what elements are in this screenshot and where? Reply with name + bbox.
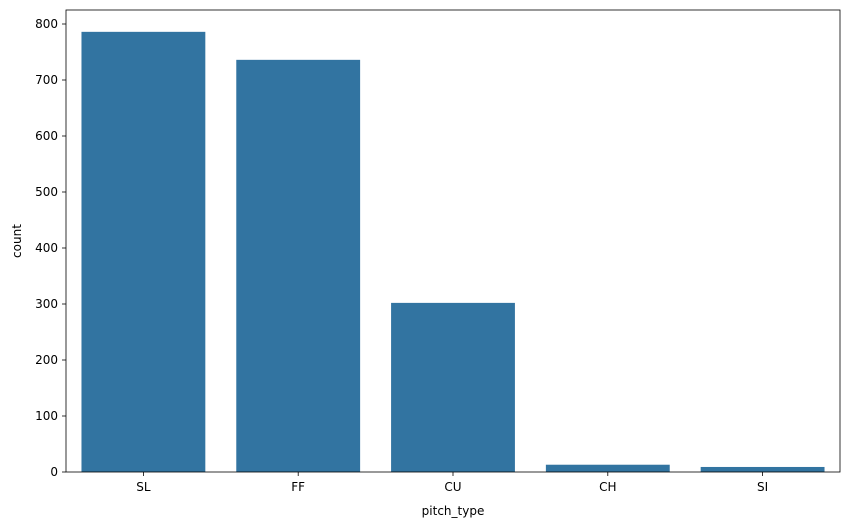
x-axis: SL FF CU CH SI bbox=[136, 472, 768, 494]
y-tick-label: 500 bbox=[35, 185, 58, 199]
bar-ch bbox=[545, 464, 670, 472]
y-tick-label: 600 bbox=[35, 129, 58, 143]
y-axis-title: count bbox=[10, 224, 24, 258]
x-tick-label: CH bbox=[599, 480, 616, 494]
plot-frame bbox=[65, 9, 841, 473]
y-tick-label: 0 bbox=[50, 465, 58, 479]
bars-group bbox=[81, 31, 825, 473]
y-tick-label: 100 bbox=[35, 409, 58, 423]
y-axis: 0 100 200 300 400 500 600 700 800 bbox=[35, 17, 66, 479]
bar-ff bbox=[236, 59, 361, 473]
x-tick-label: SI bbox=[757, 480, 768, 494]
x-axis-title: pitch_type bbox=[422, 504, 485, 518]
bar-sl bbox=[81, 31, 206, 473]
x-tick-label: CU bbox=[444, 480, 461, 494]
x-tick-label: SL bbox=[136, 480, 151, 494]
x-tick-label: FF bbox=[291, 480, 305, 494]
bar-si bbox=[700, 466, 825, 472]
y-tick-label: 800 bbox=[35, 17, 58, 31]
bar-cu bbox=[391, 302, 515, 472]
y-tick-label: 300 bbox=[35, 297, 58, 311]
y-tick-label: 400 bbox=[35, 241, 58, 255]
y-tick-label: 200 bbox=[35, 353, 58, 367]
y-tick-label: 700 bbox=[35, 73, 58, 87]
